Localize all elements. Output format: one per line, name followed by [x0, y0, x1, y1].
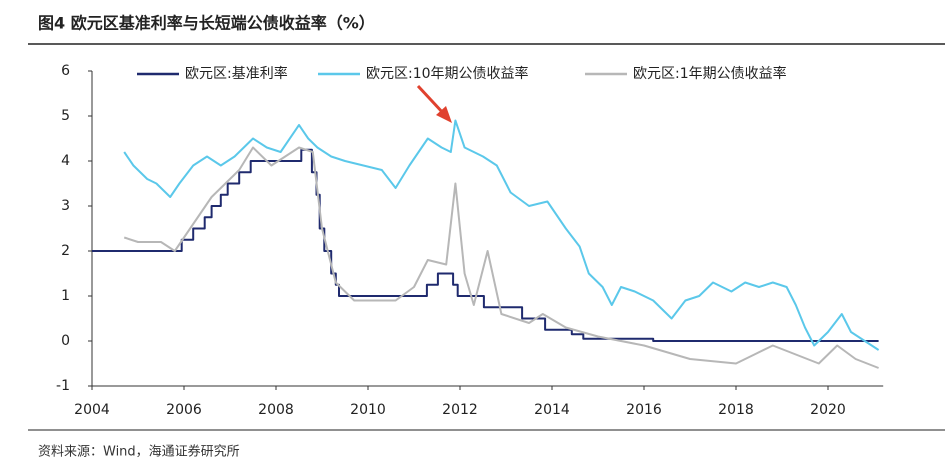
y-tick-label: 2	[61, 243, 70, 259]
series-line	[92, 148, 879, 342]
x-tick-label: 2020	[810, 402, 846, 418]
chart-title: 图4 欧元区基准利率与长短端公债收益率（%）	[38, 14, 375, 33]
annotation-arrow	[416, 84, 452, 123]
y-tick-label: -1	[56, 378, 70, 394]
legend-label: 欧元区:1年期公债收益率	[633, 65, 787, 82]
legend-label: 欧元区:10年期公债收益率	[366, 65, 529, 82]
x-tick-label: 2018	[718, 402, 754, 418]
x-tick-label: 2014	[534, 402, 570, 418]
x-tick-label: 2016	[626, 402, 662, 418]
series-line	[123, 146, 879, 369]
legend-label: 欧元区:基准利率	[185, 65, 288, 82]
y-tick-label: 4	[61, 153, 70, 169]
y-tick-label: 1	[61, 288, 70, 304]
y-tick-label: 6	[61, 63, 70, 79]
y-tick-label: 5	[61, 108, 70, 124]
x-tick-label: 2008	[258, 402, 294, 418]
source: 资料来源：Wind，海通证券研究所	[38, 444, 240, 460]
y-tick-label: 0	[61, 333, 70, 349]
series-line	[123, 119, 880, 351]
x-tick-label: 2004	[74, 402, 110, 418]
x-tick-label: 2012	[442, 402, 478, 418]
y-tick-label: 3	[61, 198, 70, 214]
x-tick-label: 2006	[166, 402, 202, 418]
x-tick-label: 2010	[350, 402, 386, 418]
